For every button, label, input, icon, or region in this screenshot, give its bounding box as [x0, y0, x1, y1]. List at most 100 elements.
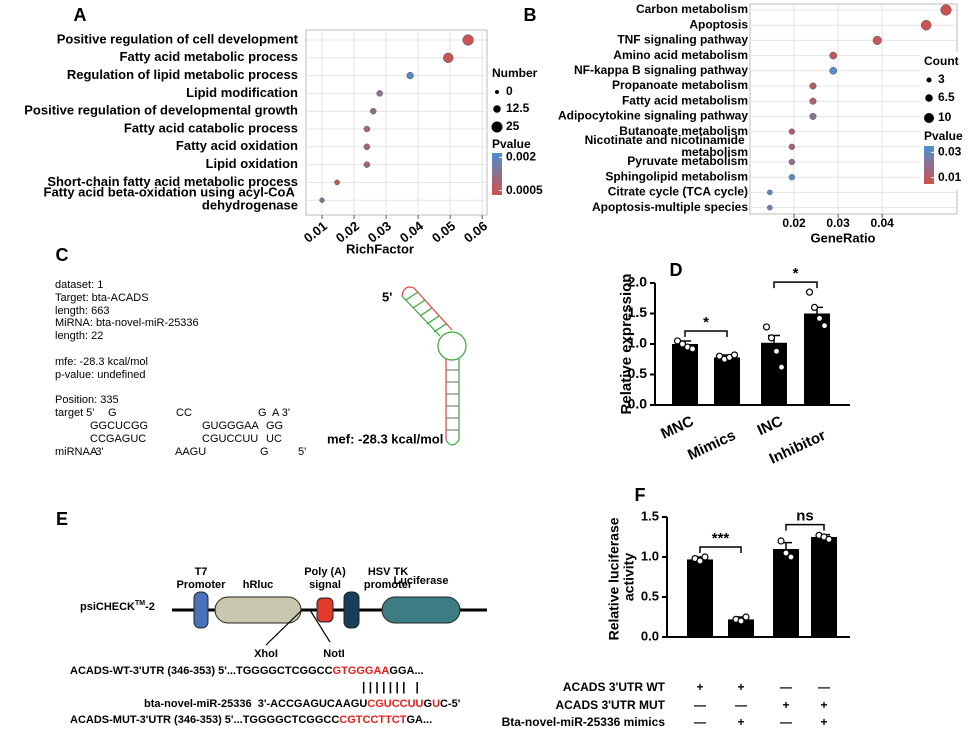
sequence-segment: G [424, 698, 433, 710]
vector-name-part: TM [135, 600, 145, 607]
alignment-text: miRNA 3' [55, 446, 104, 458]
sequence-segment: CGTCCTTCT [339, 714, 406, 726]
legend-label: 0.002 [506, 150, 536, 164]
y-tick-label: Fatty acid oxidation [176, 138, 298, 153]
sequence-segment: GA... [406, 714, 432, 726]
dot [334, 179, 340, 186]
table-mark: + [737, 715, 744, 729]
legend-dot [491, 121, 503, 133]
dot [788, 143, 795, 150]
data-point [730, 351, 739, 359]
dot [940, 4, 952, 16]
dot [872, 35, 882, 45]
dot [829, 51, 838, 60]
y-tick-label: Lipid modification [186, 85, 298, 100]
sequence-segment: ACADS-MUT-3'UTR (346-353) 5'...TGGGGCTCG… [70, 714, 339, 726]
data-point [820, 322, 829, 330]
y-tick-label: 0.5 [641, 588, 659, 603]
legend-title: Pvalue [492, 137, 531, 151]
dot [363, 143, 371, 151]
y-axis-label: Relative expression [618, 274, 635, 415]
legend-label: 0.0005 [506, 183, 543, 197]
alignment-text: AAGU [175, 446, 206, 458]
x-tick-label: Inhibitor [767, 427, 829, 468]
bar [714, 357, 740, 405]
y-tick-label: 0.5 [628, 365, 648, 381]
alignment-text: UC [266, 433, 282, 445]
element-label: Luciferase [393, 575, 448, 587]
dot [920, 19, 932, 31]
table-mark: — [780, 715, 792, 729]
sequence-segment: GGA... [389, 665, 423, 677]
y-tick-label: Amino acid metabolism [613, 48, 748, 62]
data-point [742, 613, 750, 621]
data-point [762, 323, 771, 331]
legend-label: 3 [938, 72, 945, 86]
x-tick-label: 0.03 [826, 216, 850, 230]
y-tick-label: Regulation of lipid metabolic process [67, 67, 298, 82]
info-line: dataset: 1 [55, 279, 103, 291]
table-mark: — [694, 715, 706, 729]
y-tick-label: 1.5 [641, 508, 659, 523]
data-point [777, 537, 785, 545]
bar [687, 559, 713, 637]
table-row-label: Bta-novel-miR-25336 mimics [502, 715, 666, 729]
data-point [715, 352, 724, 360]
strand-end-label: 5' [382, 289, 392, 304]
y-tick-label: Fatty acid metabolism [622, 93, 748, 107]
info-line: Position: 335 [55, 394, 119, 406]
table-mark: + [820, 715, 827, 729]
y-tick-label: Apoptosis [689, 17, 748, 31]
dot [767, 204, 773, 211]
dot [363, 161, 371, 168]
color-bar [492, 153, 502, 195]
y-tick-label: Apoptosis-multiple species [592, 200, 748, 214]
data-point [782, 549, 790, 557]
y-tick-label: Positive regulation of developmental gro… [24, 103, 298, 118]
info-line: mfe: -28.3 kcal/mol [55, 356, 148, 368]
data-point [767, 334, 776, 342]
x-axis-label: GeneRatio [810, 230, 875, 245]
significance-label: * [793, 265, 799, 282]
legend-label: 10 [938, 110, 952, 124]
significance-label: ns [796, 508, 814, 525]
data-point [777, 363, 786, 371]
legend-dot [495, 90, 499, 94]
table-mark: + [737, 680, 744, 694]
data-point [815, 314, 824, 322]
y-tick-label: Fatty acid catabolic process [124, 120, 298, 135]
x-tick-label: 0.01 [301, 218, 330, 245]
y-tick-label: TNF signaling pathway [617, 33, 748, 47]
significance-bracket [699, 546, 742, 553]
significance-bracket [785, 523, 825, 531]
table-row-label: ACADS 3'UTR WT [563, 680, 666, 694]
x-tick-label: 0.05 [429, 218, 458, 245]
panel-label: A [74, 5, 87, 25]
data-point [825, 535, 833, 544]
info-line: length: 22 [55, 330, 103, 342]
alignment-text: GGCUCGG [90, 420, 148, 432]
dot [809, 112, 817, 120]
y-tick-label: Butanoate metabolism [619, 124, 748, 138]
dot [376, 90, 383, 97]
data-point [678, 340, 687, 348]
table-mark: — [818, 680, 830, 694]
y-tick-label: Adipocytokine signaling pathway [558, 109, 748, 123]
x-tick-label: INC [755, 413, 786, 439]
element-label: T7 [195, 566, 208, 578]
table-row-label: ACADS 3'UTR MUT [555, 698, 665, 712]
table-mark: — [735, 698, 747, 712]
element-label: promoter [364, 579, 413, 591]
legend-title: Count [924, 54, 959, 68]
dot [788, 158, 795, 166]
alignment-text: A 3' [272, 407, 290, 419]
y-tick-label: Fatty acid metabolic process [120, 49, 298, 64]
data-point [810, 303, 819, 311]
dot [462, 34, 474, 46]
significance-label: *** [712, 530, 730, 547]
rna-structure [401, 286, 467, 446]
legend-title: Number [492, 66, 538, 80]
data-point [737, 617, 745, 625]
sequence: ACADS-MUT-3'UTR (346-353) 5'...TGGGGCTCG… [70, 714, 432, 726]
